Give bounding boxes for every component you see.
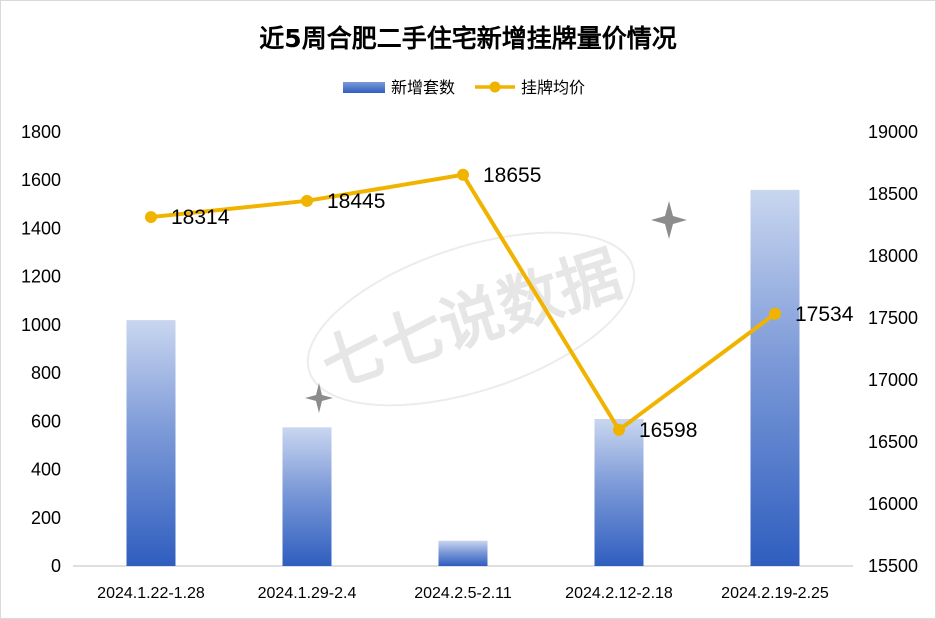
line-point (769, 307, 781, 320)
bar (282, 427, 332, 566)
line-point (145, 211, 157, 224)
right-tick-label: 17500 (868, 308, 918, 328)
right-axis: 15500 16000 16500 17000 17500 18000 18500 19000 (868, 122, 918, 576)
right-tick-label: 19000 (868, 122, 918, 142)
line-point (301, 194, 313, 207)
bar (594, 418, 644, 566)
sparkle-icon (651, 201, 687, 239)
left-axis: 0 200 400 600 800 1000 1200 1400 1600 1800 (21, 122, 61, 576)
x-tick-label: 2024.2.19-2.25 (721, 585, 829, 602)
line-data-label: 16598 (639, 419, 697, 442)
chart-title: 近5周合肥二手住宅新增挂牌量价情况 (259, 24, 676, 53)
right-tick-label: 15500 (868, 556, 918, 576)
sparkle-icon (305, 383, 333, 413)
left-tick-label: 400 (31, 460, 61, 480)
line-data-label: 18655 (483, 164, 541, 187)
line-data-label: 18445 (327, 190, 385, 213)
x-tick-label: 2024.2.5-2.11 (414, 585, 512, 602)
bar (126, 320, 176, 566)
legend-marker-line (489, 81, 501, 93)
watermark-text: 七七说数据 (312, 237, 629, 402)
left-tick-label: 1000 (21, 315, 61, 335)
line-point (613, 423, 625, 436)
left-tick-label: 0 (51, 556, 61, 576)
left-tick-label: 1200 (21, 267, 61, 287)
x-tick-label: 2024.1.22-1.28 (97, 585, 205, 602)
left-tick-label: 600 (31, 411, 61, 431)
right-tick-label: 16000 (868, 494, 918, 514)
legend-label-line: 挂牌均价 (521, 78, 585, 97)
line-data-label: 17534 (795, 303, 854, 326)
left-tick-label: 200 (31, 508, 61, 528)
right-tick-label: 18000 (868, 246, 918, 266)
left-tick-label: 1600 (21, 170, 61, 190)
legend: 新增套数 挂牌均价 (343, 78, 585, 97)
legend-swatch-bar (343, 82, 385, 93)
line-data-label: 18314 (171, 206, 230, 229)
right-tick-label: 16500 (868, 432, 918, 452)
watermark: 七七说数据 (305, 201, 687, 413)
right-tick-label: 17000 (868, 370, 918, 390)
left-tick-label: 800 (31, 363, 61, 383)
legend-label-bar: 新增套数 (391, 78, 455, 97)
right-tick-label: 18500 (868, 184, 918, 204)
x-axis-labels: 2024.1.22-1.28 2024.1.29-2.4 2024.2.5-2.11… (97, 585, 829, 602)
x-tick-label: 2024.2.12-2.18 (565, 585, 673, 602)
bar (438, 540, 488, 566)
bar-series (126, 189, 800, 566)
left-tick-label: 1400 (21, 218, 61, 238)
left-tick-label: 1800 (21, 122, 61, 142)
x-tick-label: 2024.1.29-2.4 (258, 585, 357, 602)
line-series: 18314 18445 18655 16598 17534 (145, 164, 854, 442)
line-point (457, 168, 469, 181)
bar (750, 189, 800, 566)
